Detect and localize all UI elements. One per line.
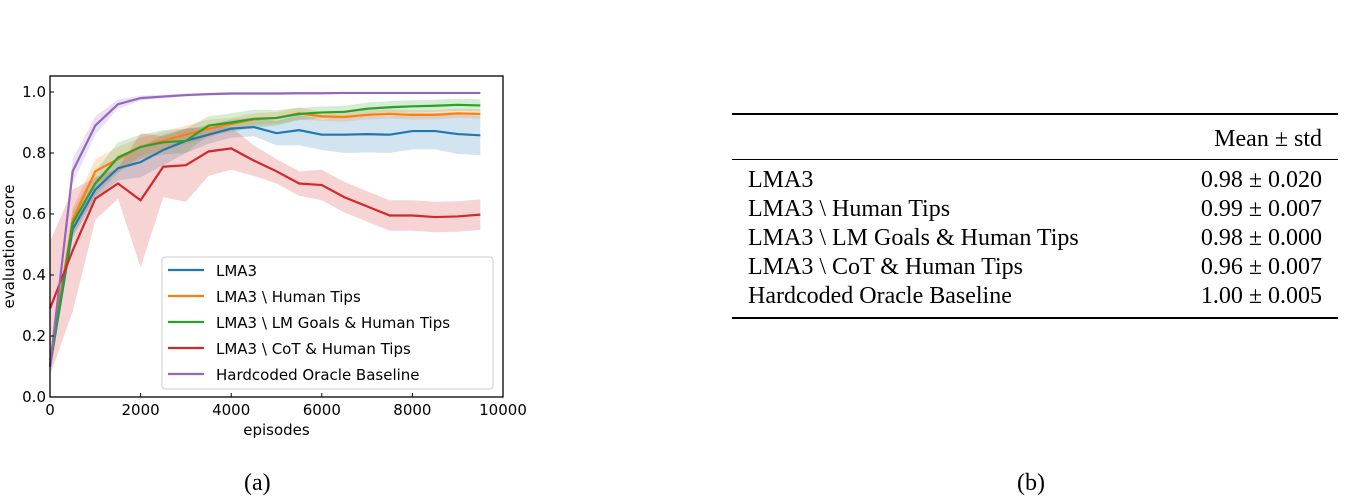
x-tick-label: 10000 [479,401,527,419]
caption-a: (a) [244,470,271,496]
x-tick-label: 8000 [393,401,431,419]
table-row: LMA3 \ Human Tips 0.99 ± 0.007 [732,195,1338,224]
header-mean-std: Mean ± std [1214,126,1322,152]
method-name: LMA3 \ Human Tips [748,196,951,222]
method-name: LMA3 [748,167,814,193]
mean-std-value: 0.96 ± 0.007 [1200,254,1322,280]
y-tick-label: 0.0 [22,388,46,406]
y-tick-label: 0.2 [22,327,46,345]
table-row: Hardcoded Oracle Baseline 1.00 ± 0.005 [732,282,1338,311]
results-table: Mean ± std LMA3 0.98 ± 0.020 LMA3 \ Human … [732,113,1338,319]
bottom-rule [732,317,1338,319]
legend-label: LMA3 [216,262,257,280]
x-tick-label: 6000 [303,401,341,419]
legend-box [161,256,494,390]
table-row: LMA3 0.98 ± 0.020 [732,166,1338,195]
series-line [48,91,481,367]
legend-label: Hardcoded Oracle Baseline [216,366,420,384]
series-line [48,125,481,367]
legend-label: LMA3 \ CoT & Human Tips [216,340,411,358]
series-band [50,127,481,376]
mean-std-value: 0.98 ± 0.020 [1200,167,1322,193]
table-row: LMA3 \ CoT & Human Tips 0.96 ± 0.007 [732,253,1338,282]
caption-b: (b) [1017,470,1045,496]
legend-label: LMA3 \ Human Tips [216,288,361,306]
method-name: LMA3 \ LM Goals & Human Tips [748,225,1079,251]
y-tick-label: 0.6 [22,205,46,223]
method-name: Hardcoded Oracle Baseline [748,283,1012,309]
mean-std-value: 0.98 ± 0.000 [1200,225,1322,251]
evaluation-score-chart: 0 2000 4000 6000 8000 10000 0.0 0.2 0.4 0.6 0.8 1.0… [0,75,527,439]
plot-frame [49,75,504,398]
x-tick-label: 0 [45,401,55,419]
series-line [48,103,481,367]
y-axis-label: evaluation score [0,185,18,309]
y-tick-label: 0.4 [22,266,46,284]
y-tick-label: 0.8 [22,144,46,162]
x-tick-label: 2000 [122,401,160,419]
y-tick-label: 1.0 [22,83,46,101]
x-tick-label: 4000 [212,401,250,419]
table-header: Mean ± std [732,115,1338,159]
legend-label: LMA3 \ LM Goals & Human Tips [216,314,450,332]
mean-std-value: 0.99 ± 0.007 [1200,196,1322,222]
mid-rule [732,159,1338,160]
table-row: LMA3 \ LM Goals & Human Tips 0.98 ± 0.000 [732,224,1338,253]
mean-std-value: 1.00 ± 0.005 [1200,283,1322,309]
series-band [50,112,481,373]
series-line [48,147,481,309]
top-rule [732,113,1338,115]
x-axis-label: episodes [243,421,310,439]
method-name: LMA3 \ CoT & Human Tips [748,254,1023,280]
